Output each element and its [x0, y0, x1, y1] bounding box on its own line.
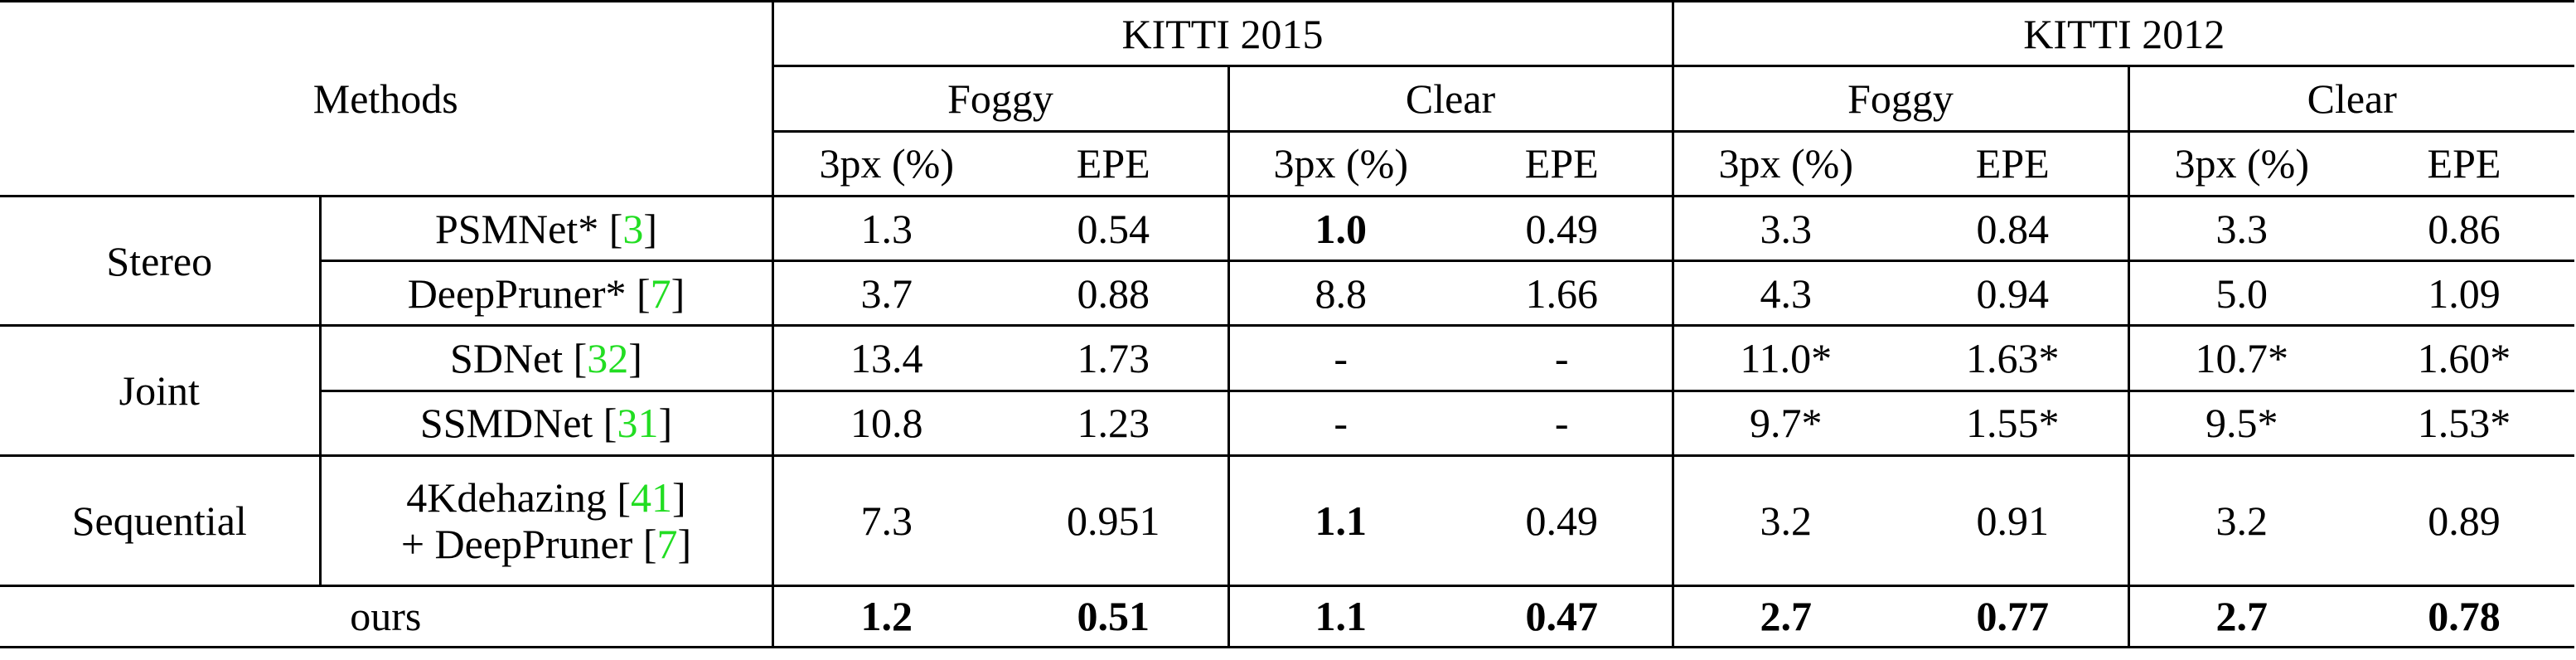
metric-header: 3px (%) — [771, 131, 1000, 197]
metric-cell: 7.3 — [771, 455, 1000, 587]
metric-cell: 9.7* — [1671, 391, 1898, 458]
metric-cell: 3.3 — [2127, 196, 2354, 263]
citation-link[interactable]: 41 — [631, 473, 673, 521]
method-name: SSMDNet [31] — [318, 391, 772, 458]
metric-cell: 0.78 — [2354, 585, 2574, 649]
metric-cell: 0.84 — [1898, 196, 2128, 263]
metric-cell: 5.0 — [2127, 260, 2354, 328]
metric-cell: 13.4 — [771, 325, 1000, 392]
metric-cell: 0.49 — [1452, 455, 1673, 587]
header-row-metrics: 3px (%) EPE 3px (%) EPE 3px (%) EPE 3px … — [0, 131, 2574, 197]
group-label-stereo: Stereo — [0, 196, 320, 328]
metric-cell: - — [1452, 325, 1673, 392]
method-name: 4Kdehazing [41] + DeepPruner [7] — [318, 455, 772, 587]
table-row: Stereo PSMNet* [3] 1.3 0.54 1.0 0.49 3.3… — [0, 196, 2574, 328]
condition-header: Clear — [1227, 66, 1673, 133]
dataset-header-kitti2015: KITTI 2015 — [771, 0, 1673, 68]
metric-cell: 2.7 — [1671, 585, 1898, 649]
metric-cell: 1.1 — [1227, 455, 1452, 587]
group-label-joint: Joint — [0, 325, 320, 458]
metric-header: 3px (%) — [2127, 131, 2354, 197]
metric-cell: 8.8 — [1227, 260, 1452, 328]
citation-link[interactable]: 7 — [656, 520, 678, 567]
method-name: DeepPruner* [7] — [318, 260, 772, 328]
metric-cell: 1.23 — [1000, 391, 1228, 458]
metric-cell: - — [1452, 391, 1673, 458]
metric-cell: 2.7 — [2127, 585, 2354, 649]
citation-link[interactable]: 7 — [650, 269, 671, 317]
metric-cell: 1.60* — [2354, 325, 2574, 392]
metric-header: EPE — [1000, 131, 1228, 197]
metric-cell: 0.91 — [1898, 455, 2128, 587]
metric-cell: 1.63* — [1898, 325, 2128, 392]
metric-cell: 0.47 — [1452, 585, 1673, 649]
metric-cell: 0.51 — [1000, 585, 1228, 649]
group-label-sequential: Sequential — [0, 455, 320, 587]
metric-cell: 1.2 — [771, 585, 1000, 649]
metric-header: EPE — [1452, 131, 1673, 197]
method-name: SDNet [32] — [318, 325, 772, 392]
metric-cell: 11.0* — [1671, 325, 1898, 392]
condition-header: Clear — [2127, 66, 2574, 133]
metric-cell: 0.86 — [2354, 196, 2574, 263]
citation-link[interactable]: 32 — [587, 335, 629, 382]
condition-header: Foggy — [1671, 66, 2128, 133]
metric-header: EPE — [1898, 131, 2128, 197]
methods-header: Methods — [0, 0, 772, 197]
metric-cell: 3.7 — [771, 260, 1000, 328]
metric-cell: 1.66 — [1452, 260, 1673, 328]
method-name-ours: ours — [0, 585, 772, 649]
table-row-ours: ours 1.2 0.51 1.1 0.47 2.7 0.77 2.7 0.78 — [0, 585, 2574, 649]
metric-cell: 0.951 — [1000, 455, 1228, 587]
metric-cell: 0.94 — [1898, 260, 2128, 328]
table-row: SSMDNet [31] 10.8 1.23 - - 9.7* 1.55* 9.… — [0, 391, 2574, 458]
metric-cell: 1.55* — [1898, 391, 2128, 458]
metric-cell: 3.2 — [1671, 455, 1898, 587]
metric-cell: - — [1227, 391, 1452, 458]
header-row-datasets: Methods KITTI 2015 KITTI 2012 — [0, 0, 2574, 197]
metric-cell: 0.89 — [2354, 455, 2574, 587]
metric-cell: 10.7* — [2127, 325, 2354, 392]
metric-cell: 3.2 — [2127, 455, 2354, 587]
metric-cell: 9.5* — [2127, 391, 2354, 458]
citation-link[interactable]: 3 — [622, 205, 644, 252]
metric-cell: - — [1227, 325, 1452, 392]
metric-header: EPE — [2354, 131, 2574, 197]
metric-cell: 1.3 — [771, 196, 1000, 263]
table-row: Joint SDNet [32] 13.4 1.73 - - 11.0* 1.6… — [0, 325, 2574, 458]
citation-link[interactable]: 31 — [617, 400, 659, 447]
metric-header: 3px (%) — [1227, 131, 1452, 197]
metric-cell: 1.09 — [2354, 260, 2574, 328]
condition-header: Foggy — [771, 66, 1228, 133]
dataset-header-kitti2012: KITTI 2012 — [1671, 0, 2574, 68]
metric-cell: 0.54 — [1000, 196, 1228, 263]
metric-cell: 0.49 — [1452, 196, 1673, 263]
metric-cell: 0.88 — [1000, 260, 1228, 328]
table-row: DeepPruner* [7] 3.7 0.88 8.8 1.66 4.3 0.… — [0, 260, 2574, 328]
metric-cell: 4.3 — [1671, 260, 1898, 328]
metric-cell: 1.73 — [1000, 325, 1228, 392]
table-row: Sequential 4Kdehazing [41] + DeepPruner [… — [0, 455, 2574, 587]
metric-cell: 1.1 — [1227, 585, 1452, 649]
header-row-conditions: Foggy Clear Foggy Clear — [0, 66, 2574, 133]
method-name: PSMNet* [3] — [318, 196, 772, 263]
metric-cell: 1.53* — [2354, 391, 2574, 458]
metric-cell: 3.3 — [1671, 196, 1898, 263]
metric-header: 3px (%) — [1671, 131, 1898, 197]
metric-cell: 1.0 — [1227, 196, 1452, 263]
metric-cell: 10.8 — [771, 391, 1000, 458]
metric-cell: 0.77 — [1898, 585, 2128, 649]
